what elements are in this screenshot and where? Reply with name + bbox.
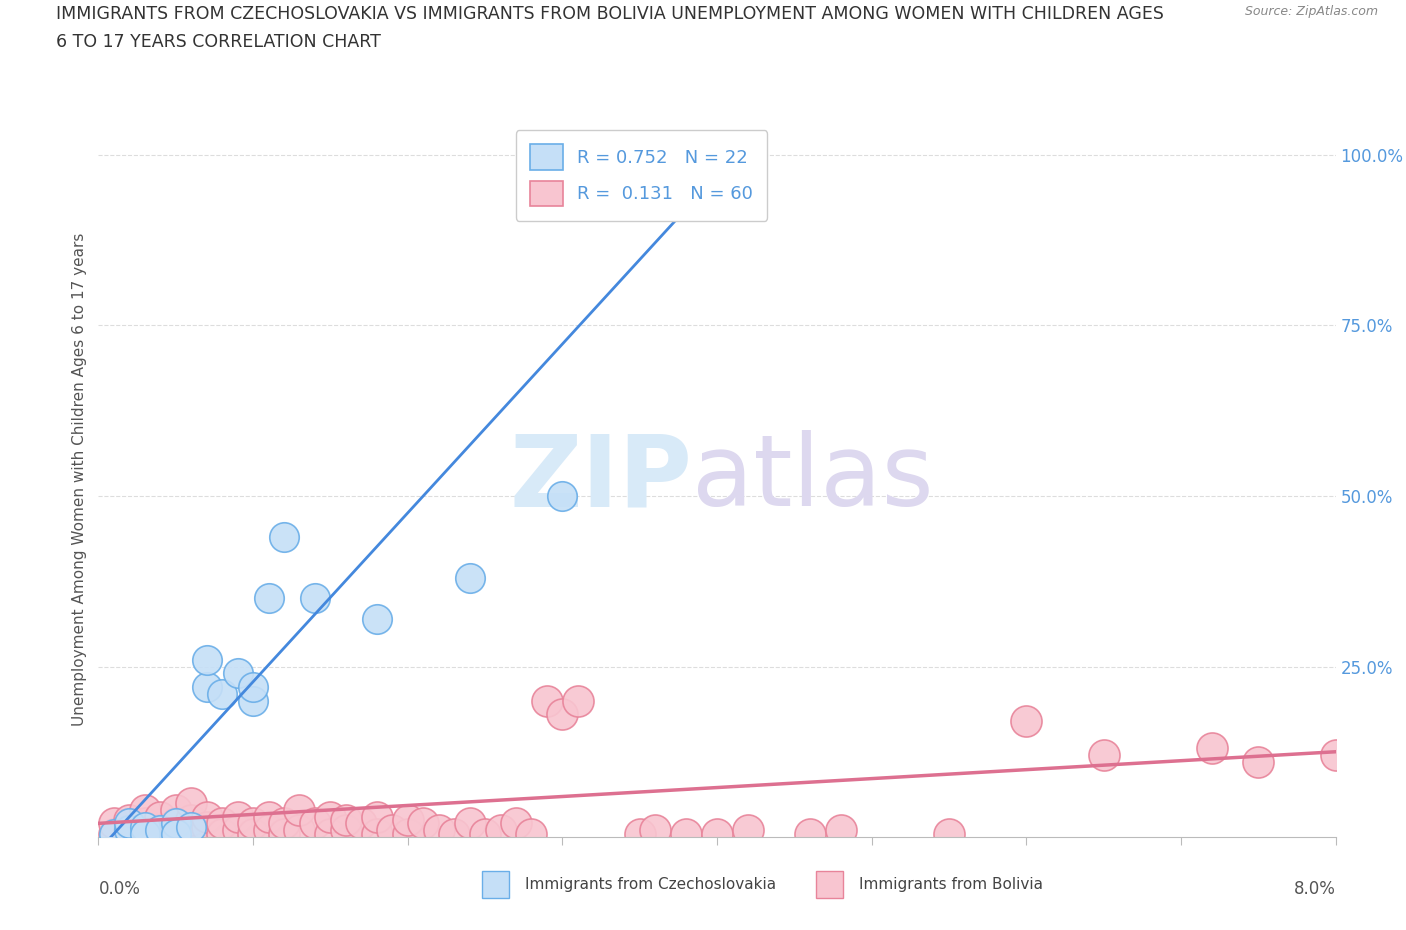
Point: [366, 826, 388, 841]
Point: [628, 826, 651, 841]
Point: [211, 686, 233, 701]
Point: [830, 823, 852, 838]
Text: Source: ZipAtlas.com: Source: ZipAtlas.com: [1244, 5, 1378, 18]
Point: [366, 611, 388, 626]
Point: [644, 823, 666, 838]
Point: [165, 816, 187, 830]
Text: ZIP: ZIP: [509, 431, 692, 527]
Point: [443, 826, 465, 841]
Point: [226, 823, 249, 838]
Point: [350, 816, 373, 830]
Point: [799, 826, 821, 841]
Point: [551, 488, 574, 503]
Point: [165, 826, 187, 841]
Point: [226, 666, 249, 681]
Point: [118, 813, 141, 828]
Point: [304, 591, 326, 605]
Point: [273, 529, 295, 544]
Text: 8.0%: 8.0%: [1294, 880, 1336, 898]
Point: [211, 816, 233, 830]
Point: [536, 693, 558, 708]
Point: [1201, 741, 1223, 756]
Point: [103, 826, 125, 841]
Point: [319, 826, 342, 841]
Point: [706, 826, 728, 841]
Point: [1092, 748, 1115, 763]
Point: [273, 826, 295, 841]
Point: [180, 823, 202, 838]
Point: [165, 803, 187, 817]
Point: [675, 826, 697, 841]
Point: [195, 819, 218, 834]
Point: [149, 823, 172, 838]
FancyBboxPatch shape: [815, 870, 844, 897]
Point: [551, 707, 574, 722]
Point: [257, 591, 280, 605]
Point: [242, 680, 264, 695]
Point: [520, 826, 543, 841]
Text: atlas: atlas: [692, 431, 934, 527]
Point: [257, 823, 280, 838]
Point: [165, 816, 187, 830]
Point: [165, 826, 187, 841]
Point: [335, 823, 357, 838]
Point: [304, 816, 326, 830]
Point: [180, 813, 202, 828]
Point: [273, 816, 295, 830]
Text: 6 TO 17 YEARS CORRELATION CHART: 6 TO 17 YEARS CORRELATION CHART: [56, 33, 381, 50]
Point: [134, 826, 156, 841]
Point: [242, 816, 264, 830]
Point: [396, 826, 419, 841]
Point: [1015, 713, 1038, 728]
Point: [195, 652, 218, 667]
Point: [288, 823, 311, 838]
Point: [737, 823, 759, 838]
Point: [242, 826, 264, 841]
Point: [149, 809, 172, 824]
Point: [659, 181, 682, 196]
Point: [257, 809, 280, 824]
Point: [1324, 748, 1347, 763]
Point: [427, 823, 450, 838]
Point: [381, 823, 404, 838]
Point: [938, 826, 960, 841]
Point: [412, 816, 434, 830]
Point: [366, 809, 388, 824]
Point: [489, 823, 512, 838]
Point: [195, 809, 218, 824]
Point: [195, 680, 218, 695]
Text: Immigrants from Bolivia: Immigrants from Bolivia: [859, 878, 1043, 893]
Point: [103, 826, 125, 841]
Point: [118, 823, 141, 838]
Point: [458, 816, 481, 830]
Point: [226, 809, 249, 824]
Text: 0.0%: 0.0%: [98, 880, 141, 898]
Point: [134, 826, 156, 841]
Point: [335, 813, 357, 828]
Point: [505, 816, 527, 830]
Point: [134, 803, 156, 817]
Point: [319, 809, 342, 824]
Point: [180, 795, 202, 810]
Point: [103, 816, 125, 830]
Point: [458, 570, 481, 585]
Text: IMMIGRANTS FROM CZECHOSLOVAKIA VS IMMIGRANTS FROM BOLIVIA UNEMPLOYMENT AMONG WOM: IMMIGRANTS FROM CZECHOSLOVAKIA VS IMMIGR…: [56, 5, 1164, 22]
Point: [1247, 754, 1270, 769]
FancyBboxPatch shape: [482, 870, 509, 897]
Point: [180, 819, 202, 834]
Point: [149, 823, 172, 838]
Text: Immigrants from Czechoslovakia: Immigrants from Czechoslovakia: [526, 878, 776, 893]
Point: [474, 826, 496, 841]
Point: [396, 813, 419, 828]
Point: [211, 826, 233, 841]
Point: [118, 816, 141, 830]
Y-axis label: Unemployment Among Women with Children Ages 6 to 17 years: Unemployment Among Women with Children A…: [72, 232, 87, 725]
Point: [242, 693, 264, 708]
Point: [288, 803, 311, 817]
Point: [567, 693, 589, 708]
Point: [134, 819, 156, 834]
Point: [118, 823, 141, 838]
Legend: R = 0.752   N = 22, R =  0.131   N = 60: R = 0.752 N = 22, R = 0.131 N = 60: [516, 130, 768, 220]
Point: [134, 816, 156, 830]
